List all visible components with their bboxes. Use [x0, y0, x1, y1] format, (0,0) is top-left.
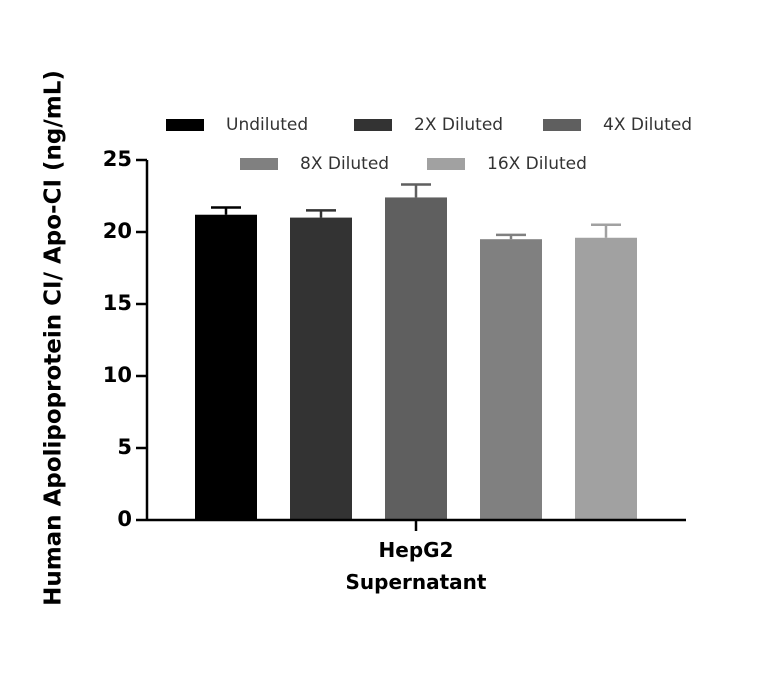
legend-swatch [354, 119, 392, 131]
y-tick-label: 15 [103, 291, 132, 315]
y-tick-label: 0 [117, 507, 132, 531]
y-tick-label: 10 [103, 363, 132, 387]
bar-2x-diluted [290, 217, 352, 520]
legend-label: 4X Diluted [603, 115, 692, 135]
y-tick-label: 5 [117, 435, 132, 459]
bars [195, 183, 637, 520]
bar-16x-diluted [575, 237, 637, 520]
bar-4x-diluted [385, 197, 447, 520]
bar-undiluted [195, 214, 257, 520]
legend-label: 8X Diluted [300, 154, 389, 174]
y-axis-label: Human Apolipoprotein CI/ Apo-CI (ng/mL) [41, 70, 67, 606]
category-label-line1: HepG2 [379, 538, 454, 562]
legend-swatch [543, 119, 581, 131]
legend: Undiluted 2X Diluted 4X Diluted 8X Diluted 1… [166, 115, 692, 174]
axes [145, 160, 686, 531]
y-tick-label: 20 [103, 219, 132, 243]
legend-label: Undiluted [226, 115, 308, 135]
legend-swatch [166, 119, 204, 131]
legend-swatch [427, 158, 465, 170]
y-ticks: 0 5 10 15 20 25 [103, 147, 147, 531]
legend-label: 2X Diluted [414, 115, 503, 135]
legend-label: 16X Diluted [487, 154, 587, 174]
legend-swatch [240, 158, 278, 170]
category-label-line2: Supernatant [346, 570, 487, 594]
bar-8x-diluted [480, 239, 542, 520]
y-tick-label: 25 [103, 147, 132, 171]
